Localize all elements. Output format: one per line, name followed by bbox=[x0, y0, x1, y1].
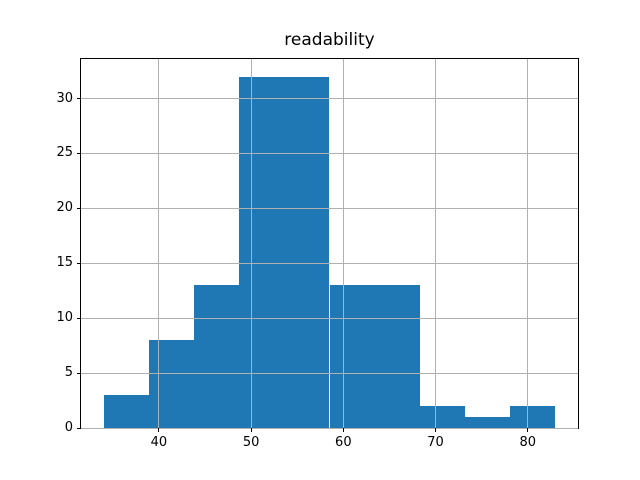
histogram-bar bbox=[148, 340, 194, 428]
x-tick-label: 60 bbox=[335, 435, 352, 450]
x-gridline bbox=[527, 59, 529, 428]
y-gridline bbox=[81, 262, 578, 264]
y-gridline bbox=[81, 98, 578, 100]
x-tick-mark bbox=[435, 428, 437, 432]
x-tick-label: 80 bbox=[519, 435, 537, 450]
x-tick-mark bbox=[158, 428, 160, 432]
x-gridline bbox=[158, 59, 160, 428]
y-tick-label: 30 bbox=[56, 90, 73, 106]
histogram-bar bbox=[329, 285, 375, 428]
histogram-bar bbox=[239, 76, 285, 428]
y-tick-label: 20 bbox=[56, 200, 73, 216]
x-tick-mark bbox=[342, 428, 344, 432]
y-gridline bbox=[81, 207, 578, 209]
x-tick-label: 50 bbox=[242, 435, 260, 450]
x-tick-mark bbox=[250, 428, 252, 432]
y-tick-mark bbox=[77, 98, 81, 100]
x-tick-label: 40 bbox=[150, 435, 168, 450]
histogram-bar bbox=[103, 395, 149, 428]
histogram-bar bbox=[193, 285, 240, 428]
y-tick-label: 5 bbox=[64, 365, 73, 381]
x-gridline bbox=[342, 59, 344, 428]
y-tick-mark bbox=[77, 427, 81, 429]
y-tick-mark bbox=[77, 207, 81, 209]
histogram-bar bbox=[374, 285, 420, 428]
y-tick-label: 10 bbox=[56, 310, 73, 326]
histogram-bar bbox=[284, 76, 330, 428]
y-gridline bbox=[81, 372, 578, 374]
y-tick-mark bbox=[77, 317, 81, 319]
x-gridline bbox=[250, 59, 252, 428]
y-tick-label: 15 bbox=[56, 255, 73, 271]
x-tick-label: 70 bbox=[427, 435, 444, 450]
histogram-bar bbox=[419, 406, 466, 428]
y-tick-mark bbox=[77, 372, 81, 374]
x-gridline bbox=[435, 59, 437, 428]
y-tick-label: 25 bbox=[56, 145, 73, 161]
y-gridline bbox=[81, 152, 578, 154]
plot-area: 40 50 60 70 80 0 5 10 15 20 25 30 bbox=[56, 58, 579, 450]
y-tick-mark bbox=[77, 262, 81, 264]
histogram-bar bbox=[465, 417, 511, 428]
bars-layer bbox=[81, 59, 578, 428]
chart-title: readability bbox=[284, 30, 375, 50]
y-gridline bbox=[81, 317, 578, 319]
histogram-bar bbox=[510, 406, 556, 428]
y-gridline bbox=[81, 427, 578, 429]
x-tick-mark bbox=[527, 428, 529, 432]
grid-layer bbox=[81, 59, 578, 429]
y-tick-mark bbox=[77, 152, 81, 154]
ticks-layer: 40 50 60 70 80 0 5 10 15 20 25 30 bbox=[56, 59, 578, 449]
y-tick-label: 0 bbox=[64, 420, 73, 435]
